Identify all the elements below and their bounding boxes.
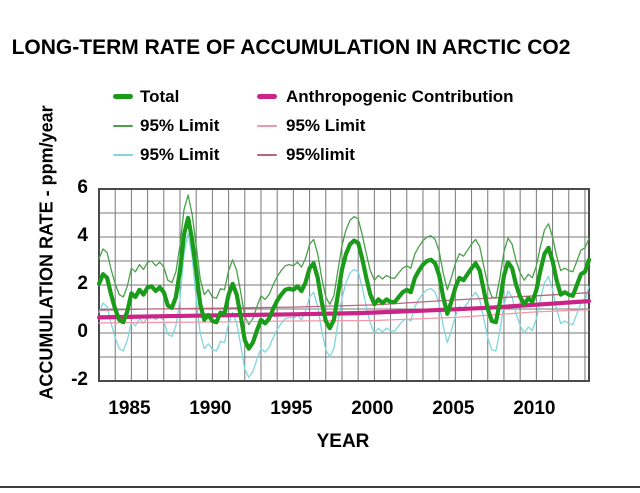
anthro_upper95-line	[98, 292, 590, 311]
legend-label: 95% Limit	[140, 145, 220, 164]
legend-swatch-anthro_upper95	[257, 154, 277, 156]
legend-label: Anthropogenic Contribution	[286, 87, 514, 106]
legend-swatch-anthro	[257, 94, 277, 99]
y-tick-label: 6	[77, 177, 88, 198]
anthro-line	[97, 299, 591, 320]
x-tick-label: 1990	[189, 398, 232, 419]
legend-swatch-total_lower95	[113, 154, 133, 156]
x-tick-label: 2000	[351, 398, 394, 419]
total-line	[97, 215, 591, 351]
y-tick-label: 4	[77, 225, 88, 246]
x-tick-label: 2005	[432, 398, 475, 419]
line-chart	[97, 188, 591, 382]
legend-label: 95% Limit	[286, 116, 366, 135]
legend-label: Total	[140, 87, 180, 106]
x-tick-label: 2010	[513, 398, 556, 419]
bottom-divider-line	[0, 486, 640, 488]
legend-swatch-total_upper95	[113, 125, 133, 127]
legend-swatch-total	[113, 94, 133, 99]
total_lower95-line	[98, 232, 590, 379]
y-tick-label: 2	[77, 273, 88, 294]
x-tick-label: 1985	[108, 398, 151, 419]
legend-label: 95% Limit	[140, 116, 220, 135]
x-tick-label: 1995	[270, 398, 313, 419]
y-tick-label: -2	[71, 369, 88, 390]
legend-label: 95%limit	[286, 145, 355, 164]
chart-title: LONG-TERM RATE OF ACCUMULATION IN ARCTIC…	[11, 36, 571, 59]
total_upper95-line	[98, 194, 590, 326]
y-tick-label: 0	[77, 321, 88, 342]
legend-swatch-anthro_lower95	[257, 125, 277, 127]
x-axis-label: YEAR	[316, 431, 370, 452]
